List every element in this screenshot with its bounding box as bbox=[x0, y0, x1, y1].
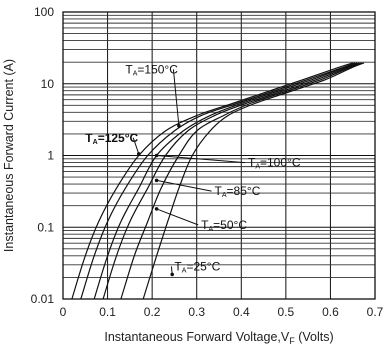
x-tick-label: 0 bbox=[60, 305, 67, 319]
curves bbox=[71, 62, 365, 300]
curve-label-leader-dot bbox=[154, 207, 159, 211]
curve-label-1: TA=125°C bbox=[85, 131, 138, 146]
y-tick-labels: 0.01 0.1 1 10 100 bbox=[31, 5, 55, 306]
series-line-5 bbox=[142, 62, 365, 300]
y-axis-title: Instantaneous Forward Current (A) bbox=[2, 59, 16, 252]
curve-label-leader bbox=[156, 179, 212, 192]
curve-label-0: TA=150°C bbox=[125, 62, 178, 77]
series-line-3 bbox=[102, 62, 360, 300]
y-tick-label: 0.1 bbox=[37, 220, 54, 234]
curve-labels: TA=150°C TA=125°C TA=100°C TA=85°C TA=50°C TA… bbox=[85, 62, 301, 277]
curve-label-leader-dot bbox=[136, 152, 141, 156]
y-tick-label: 100 bbox=[34, 5, 54, 19]
x-axis-title: Instantaneous Forward Voltage,VF (Volts) bbox=[104, 330, 333, 346]
grid bbox=[62, 12, 376, 300]
curve-label-2: TA=100°C bbox=[248, 156, 301, 171]
x-axis-title-sub: F bbox=[289, 336, 295, 346]
x-tick-label: 0.6 bbox=[322, 305, 339, 319]
x-tick-labels: 0 0.1 0.2 0.3 0.4 0.5 0.6 0.7 bbox=[60, 305, 384, 319]
x-tick-label: 0.3 bbox=[188, 305, 205, 319]
curve-label-leader-dot bbox=[154, 153, 159, 158]
x-tick-label: 0.4 bbox=[233, 305, 250, 319]
curve-label-leader bbox=[156, 155, 246, 164]
y-tick-label: 10 bbox=[41, 77, 55, 91]
curve-label-leader-dot bbox=[170, 272, 174, 277]
curve-label-4: TA=50°C bbox=[201, 218, 247, 233]
series-line-4 bbox=[120, 62, 362, 300]
x-tick-label: 0.5 bbox=[278, 305, 295, 319]
curve-label-leader bbox=[132, 137, 140, 155]
curve-label-leader bbox=[172, 69, 180, 126]
plot-frame bbox=[62, 11, 376, 300]
y-tick-label: 1 bbox=[47, 149, 54, 163]
series-line-1 bbox=[80, 62, 356, 300]
x-axis-title-main: Instantaneous Forward Voltage,V bbox=[104, 330, 290, 344]
x-tick-label: 0.2 bbox=[144, 305, 161, 319]
series-line-2 bbox=[93, 62, 358, 300]
y-tick-label: 0.01 bbox=[31, 292, 55, 306]
x-tick-label: 0.1 bbox=[99, 305, 116, 319]
curve-label-5: TA=25°C bbox=[174, 259, 220, 274]
x-tick-label: 0.7 bbox=[367, 305, 384, 319]
curve-label-3: TA=85°C bbox=[215, 184, 261, 199]
x-axis-title-unit: (Volts) bbox=[295, 330, 334, 344]
curve-label-leader-dot bbox=[177, 123, 181, 128]
curve-label-leader-dot bbox=[154, 178, 159, 183]
curve-label-leader bbox=[156, 208, 199, 226]
series-line-0 bbox=[71, 62, 353, 300]
